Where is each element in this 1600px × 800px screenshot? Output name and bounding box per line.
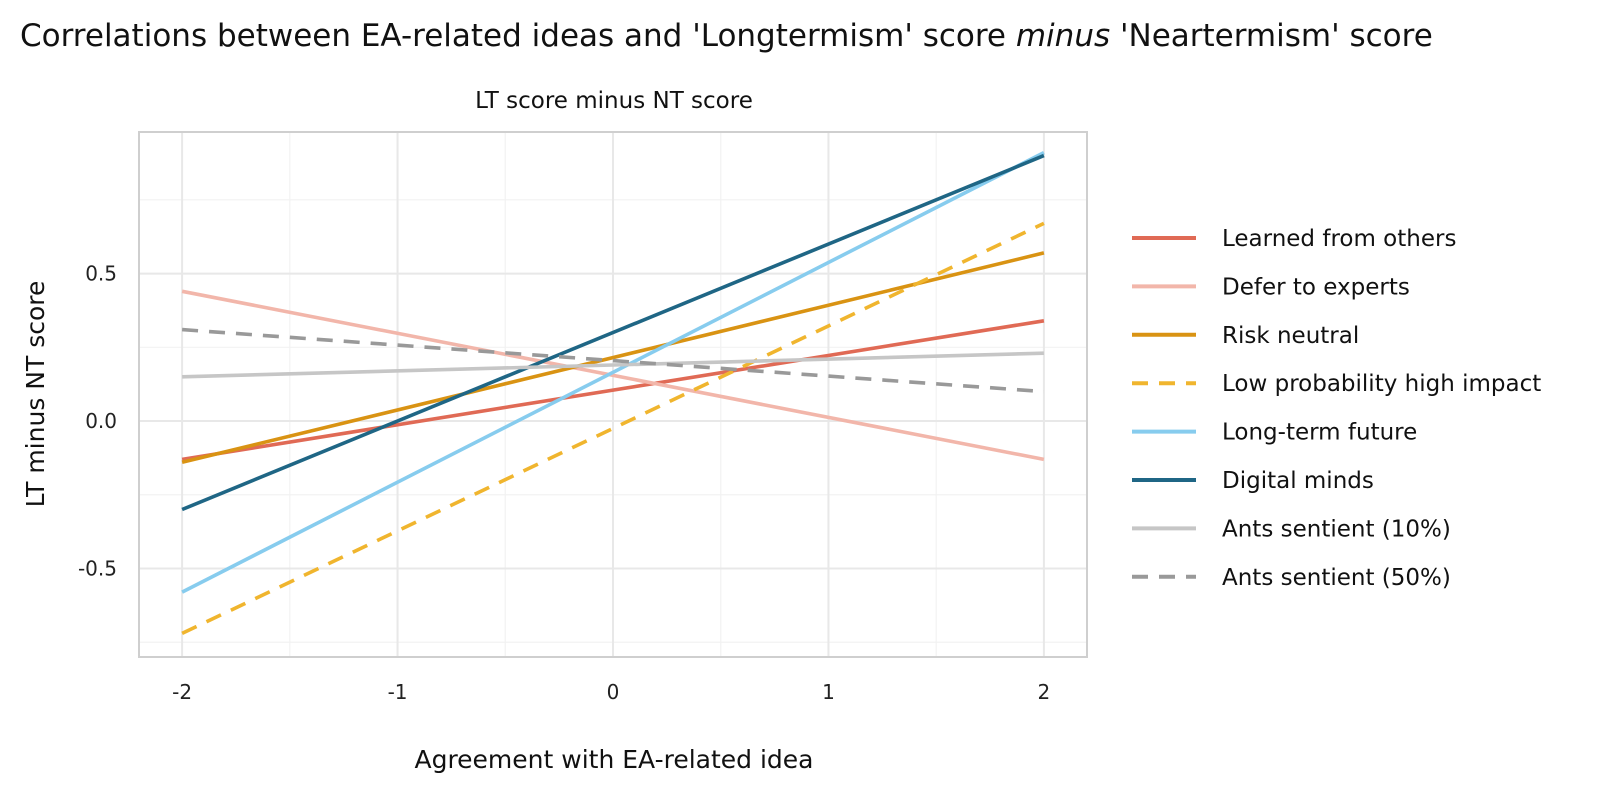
series-line-2 [181,289,1045,462]
series-line-1 [181,319,1045,462]
x-tick-label: -1 [388,680,408,704]
chart-subtitle: LT score minus NT score [475,88,753,114]
series-line-3 [181,251,1045,465]
x-axis-title: Agreement with EA-related idea [414,745,813,774]
legend-label-1: Learned from others [1222,226,1456,252]
chart-title: Correlations between EA-related ideas an… [20,18,1433,54]
y-tick-label: 0.0 [85,409,117,433]
legend-label-3: Risk neutral [1222,323,1359,349]
series-line-8 [181,327,1045,394]
y-tick-label: -0.5 [78,557,117,581]
series-line-6 [181,153,1045,512]
chart-title-emphasis: minus [1016,18,1110,54]
series-line-4 [181,221,1045,636]
legend-label-7: Ants sentient (10%) [1222,516,1451,542]
series-line-5 [181,150,1045,594]
chart-title-part-2: 'Neartermism' score [1110,18,1433,54]
series-line-7 [182,351,1044,379]
x-tick-label: 0 [607,680,620,704]
legend-label-2: Defer to experts [1222,274,1410,300]
legend-label-4: Low probability high impact [1222,371,1541,397]
x-tick-label: -2 [172,680,192,704]
legend-label-6: Digital minds [1222,468,1374,494]
legend-label-8: Ants sentient (50%) [1222,565,1451,591]
legend-label-5: Long-term future [1222,420,1417,446]
y-axis-title: LT minus NT score [21,281,50,508]
legend: Learned from others Defer to experts Risk … [1132,226,1541,591]
y-tick-label: 0.5 [85,262,117,286]
plot-area: -2 -1 0 1 2 -0.5 0.0 0.5 [78,131,1088,704]
x-tick-label: 2 [1038,680,1051,704]
chart-title-part-1: Correlations between EA-related ideas an… [20,18,1016,54]
plot-border [138,131,1088,658]
x-tick-label: 1 [822,680,835,704]
